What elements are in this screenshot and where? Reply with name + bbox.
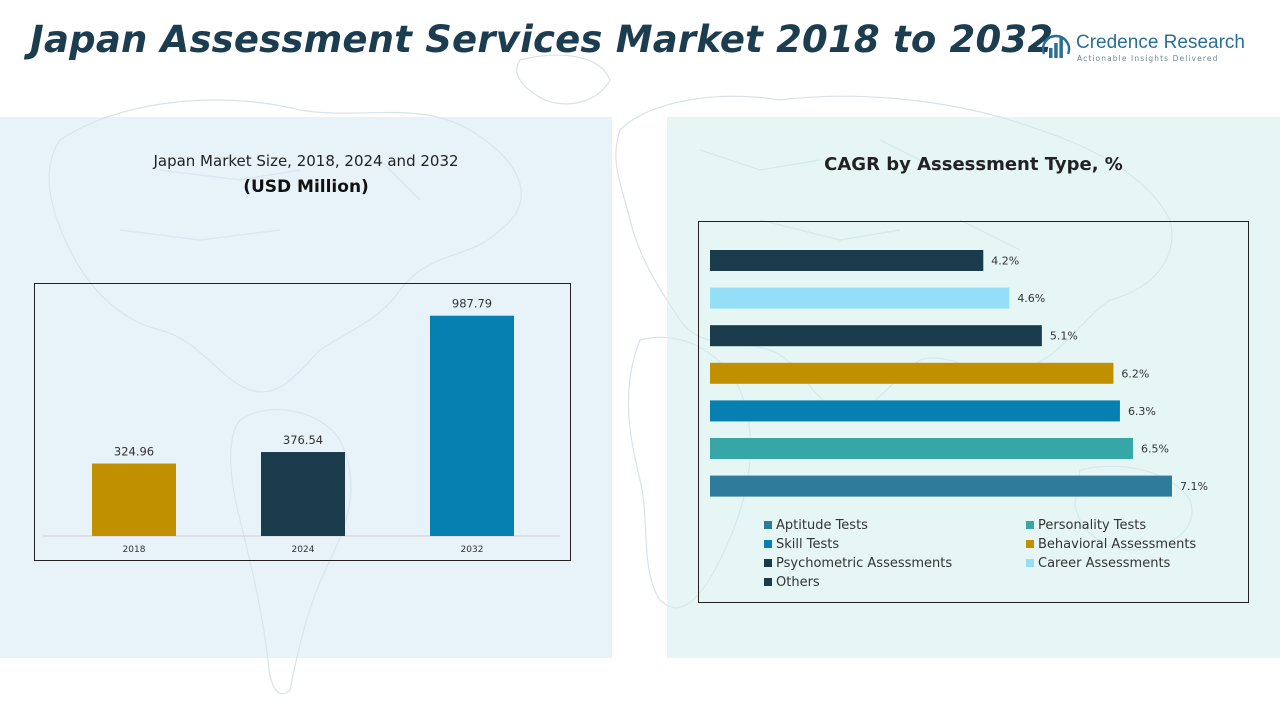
legend-label: Behavioral Assessments xyxy=(1038,536,1197,552)
cagr-bar xyxy=(710,438,1133,459)
market-size-chart-subtitle: (USD Million) xyxy=(243,177,369,197)
cagr-value-label: 4.2% xyxy=(991,255,1019,268)
legend-label: Career Assessments xyxy=(1038,555,1171,571)
cagr-bar xyxy=(710,287,1010,309)
legend-swatch xyxy=(764,521,772,529)
x-tick-label: 2032 xyxy=(461,545,484,555)
cagr-legend: Aptitude Tests Personality Tests Skill Tes… xyxy=(764,517,1234,590)
cagr-value-label: 6.3% xyxy=(1128,405,1156,418)
brand-tagline: Actionable Insights Delivered xyxy=(1077,54,1219,63)
bar-value-label: 376.54 xyxy=(283,433,323,447)
bar-2024 xyxy=(261,452,345,536)
legend-item: Others xyxy=(764,574,1026,590)
legend-item: Aptitude Tests xyxy=(764,517,1026,533)
cagr-bar xyxy=(710,400,1120,422)
legend-item: Skill Tests xyxy=(764,536,1026,552)
cagr-bar-chart: 4.2% 4.6% 5.1% 6.2% 6.3% 6.5% 7.1% xyxy=(710,250,1208,497)
market-size-chart-frame: 324.96 2018 376.54 2024 987.79 2032 xyxy=(34,283,571,561)
legend-item: Psychometric Assessments xyxy=(764,555,1026,571)
market-size-chart-title: Japan Market Size, 2018, 2024 and 2032 xyxy=(153,152,459,170)
legend-item: Personality Tests xyxy=(1026,517,1234,533)
legend-swatch xyxy=(764,578,772,586)
cagr-panel xyxy=(667,117,1280,658)
legend-label: Others xyxy=(776,574,820,590)
cagr-bar xyxy=(710,475,1172,497)
x-tick-label: 2024 xyxy=(292,545,315,555)
cagr-chart-frame: 4.2% 4.6% 5.1% 6.2% 6.3% 6.5% 7.1% xyxy=(698,221,1249,603)
brand-logo[interactable]: Credence Research Actionable Insights De… xyxy=(1040,30,1260,70)
page-title: Japan Assessment Services Market 2018 to… xyxy=(30,18,1054,61)
legend-item: Behavioral Assessments xyxy=(1026,536,1234,552)
legend-label: Aptitude Tests xyxy=(776,517,868,533)
cagr-bar xyxy=(710,362,1114,384)
brand-name: Credence Research xyxy=(1076,32,1245,53)
market-size-bar-chart: 324.96 2018 376.54 2024 987.79 2032 xyxy=(43,297,560,555)
cagr-value-label: 7.1% xyxy=(1180,480,1208,493)
legend-label: Skill Tests xyxy=(776,536,840,552)
bar-2018 xyxy=(92,463,176,536)
legend-swatch xyxy=(1026,521,1034,529)
cagr-bar xyxy=(710,250,984,271)
legend-label: Personality Tests xyxy=(1038,517,1147,533)
legend-swatch xyxy=(1026,559,1034,567)
legend-item: Career Assessments xyxy=(1026,555,1234,571)
cagr-chart-title: CAGR by Assessment Type, % xyxy=(824,154,1123,175)
bar-value-label: 987.79 xyxy=(452,297,492,311)
legend-swatch xyxy=(764,559,772,567)
bar-chart-arc-logo-icon xyxy=(1041,34,1071,58)
bar-value-label: 324.96 xyxy=(114,445,154,459)
cagr-value-label: 6.5% xyxy=(1141,443,1169,456)
legend-swatch xyxy=(764,540,772,548)
cagr-value-label: 6.2% xyxy=(1121,367,1149,380)
bar-2032 xyxy=(430,315,514,536)
legend-label: Psychometric Assessments xyxy=(776,555,953,571)
x-tick-label: 2018 xyxy=(123,545,146,555)
cagr-value-label: 4.6% xyxy=(1017,292,1045,305)
cagr-value-label: 5.1% xyxy=(1050,330,1078,343)
legend-swatch xyxy=(1026,540,1034,548)
cagr-bar xyxy=(710,325,1042,347)
